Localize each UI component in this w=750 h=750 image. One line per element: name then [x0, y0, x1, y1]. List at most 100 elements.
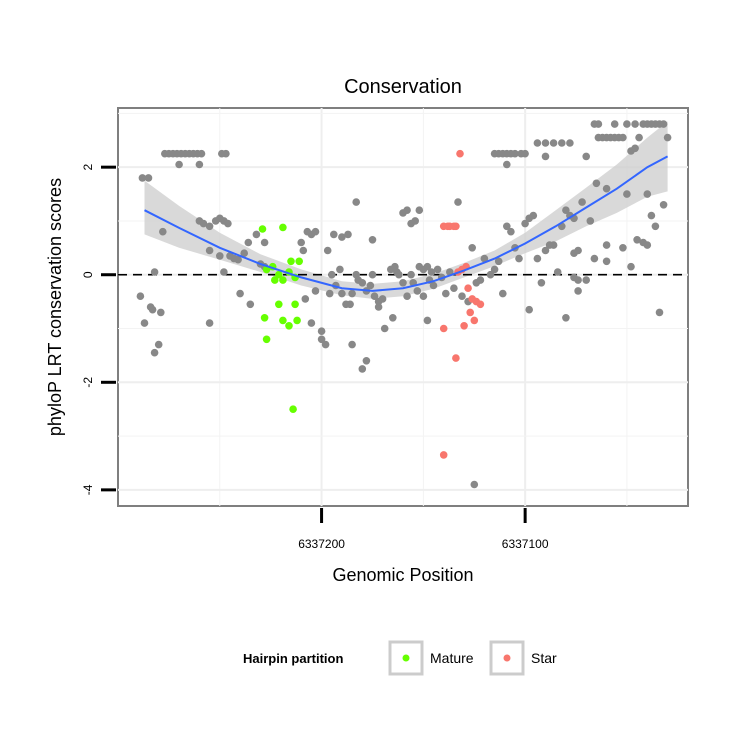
point-other: [338, 289, 346, 298]
point-other: [413, 287, 422, 295]
point-other: [529, 211, 538, 220]
point-other: [352, 198, 361, 206]
point-other: [157, 308, 165, 317]
legend-marker-star: [503, 654, 511, 662]
point-mature: [287, 257, 295, 266]
point-other: [659, 201, 668, 209]
x-axis: 6337200 6337100: [298, 508, 549, 551]
point-mature: [275, 270, 283, 279]
point-other: [651, 222, 660, 231]
point-star: [452, 354, 460, 362]
point-mature: [279, 276, 287, 284]
point-other: [362, 357, 371, 365]
point-other: [325, 289, 334, 298]
point-star: [456, 149, 464, 158]
point-other: [602, 241, 611, 249]
point-mature: [260, 314, 269, 322]
point-other: [521, 149, 529, 158]
point-other: [419, 292, 428, 301]
point-other: [578, 198, 586, 206]
point-other: [244, 238, 253, 247]
point-other: [582, 152, 590, 161]
point-other: [358, 365, 367, 373]
y-axis: -4 -2 0 2: [81, 164, 116, 495]
point-other: [633, 236, 641, 244]
point-other: [537, 279, 546, 287]
point-mature: [279, 316, 287, 325]
point-other: [574, 246, 582, 255]
point-other: [317, 327, 326, 336]
point-other: [224, 219, 232, 228]
point-other: [358, 279, 367, 287]
point-other: [602, 257, 611, 266]
point-other: [374, 303, 383, 311]
y-tick-label: 2: [81, 164, 95, 171]
point-other: [321, 340, 330, 349]
point-other: [533, 254, 542, 263]
point-mature: [262, 335, 271, 344]
point-other: [307, 319, 316, 327]
point-mature: [295, 257, 304, 266]
point-other: [521, 219, 529, 228]
smooth-curve: [144, 155, 669, 292]
point-other: [490, 265, 499, 274]
point-other: [663, 133, 672, 142]
point-other: [205, 319, 214, 327]
point-other: [549, 241, 558, 249]
point-mature: [285, 322, 293, 330]
point-other: [195, 160, 204, 169]
y-axis-label: phyloP LRT conservation scores: [45, 178, 65, 436]
point-other: [486, 270, 495, 279]
point-other: [619, 133, 627, 142]
legend-title: Hairpin partition: [243, 651, 343, 666]
point-other: [260, 238, 269, 247]
point-other: [370, 292, 379, 301]
point-other: [643, 190, 652, 198]
point-other: [150, 348, 159, 357]
point-other: [631, 120, 639, 128]
point-other: [317, 335, 326, 344]
point-other: [582, 276, 590, 284]
point-other: [619, 244, 627, 252]
point-mature: [271, 276, 279, 284]
point-other: [507, 227, 515, 236]
point-mature: [293, 316, 301, 325]
point-star: [452, 222, 460, 231]
point-other: [411, 217, 420, 225]
plot-border: [117, 107, 689, 507]
point-other: [299, 246, 308, 255]
point-other: [393, 268, 401, 276]
point-other: [148, 305, 157, 314]
point-star: [476, 300, 485, 309]
point-other: [468, 244, 477, 252]
point-other: [336, 265, 344, 274]
point-other: [590, 254, 599, 263]
point-other: [154, 340, 163, 349]
point-other: [433, 265, 442, 274]
point-other: [175, 160, 183, 169]
y-tick-label: -2: [81, 377, 95, 388]
point-other: [252, 230, 261, 239]
point-other: [594, 120, 603, 128]
point-other: [503, 160, 511, 169]
point-other: [234, 255, 242, 264]
point-other: [380, 324, 389, 333]
point-other: [574, 287, 582, 295]
point-other: [205, 222, 214, 231]
point-mature: [275, 300, 283, 309]
point-other: [655, 308, 664, 317]
point-other: [470, 480, 479, 489]
point-other: [344, 230, 352, 239]
point-other: [562, 314, 570, 322]
point-mature: [289, 405, 297, 414]
point-other: [399, 279, 407, 287]
chart-title: Conservation: [344, 76, 462, 98]
point-other: [647, 211, 656, 220]
point-other: [631, 144, 639, 153]
point-other: [136, 292, 145, 301]
point-other: [368, 236, 377, 244]
plot-panel: [117, 107, 689, 507]
smooth-line: [144, 155, 669, 292]
point-other: [301, 295, 310, 303]
point-other: [297, 238, 306, 247]
